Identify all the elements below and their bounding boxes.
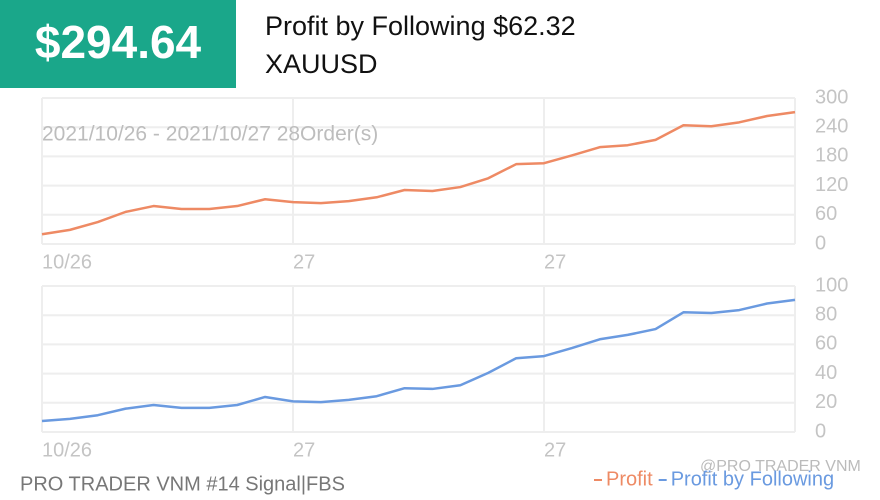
- title: Profit by Following $62.32: [265, 11, 576, 41]
- x-tick-label: 27: [544, 439, 566, 461]
- y-tick-label: 60: [815, 203, 837, 225]
- x-tick-label: 27: [293, 439, 315, 461]
- y-tick-label: 0: [815, 420, 826, 442]
- y-tick-label: 80: [815, 303, 837, 325]
- watermark: @PRO TRADER VNM: [700, 458, 861, 475]
- amount-badge: [0, 0, 236, 88]
- subtitle: 2021/10/26 - 2021/10/27 28Order(s): [42, 123, 378, 146]
- x-tick-label: 27: [293, 251, 315, 273]
- symbol: XAUUSD: [265, 49, 378, 79]
- amount: $294.64: [35, 16, 202, 68]
- y-tick-label: 20: [815, 391, 837, 413]
- y-tick-label: 180: [815, 145, 848, 167]
- x-tick-label: 27: [544, 251, 566, 273]
- y-tick-label: 120: [815, 174, 848, 196]
- legend-label: Profit by Following: [671, 468, 834, 490]
- x-tick-label: 10/26: [42, 439, 92, 461]
- y-tick-label: 60: [815, 333, 837, 355]
- y-tick-label: 0: [815, 232, 826, 254]
- y-tick-label: 300: [815, 86, 848, 108]
- x-tick-label: 10/26: [42, 251, 92, 273]
- legend-label: Profit: [606, 468, 653, 490]
- footer: PRO TRADER VNM #14 Signal|FBS: [20, 473, 345, 495]
- y-tick-label: 240: [815, 115, 848, 137]
- legend: Profit Profit by Following: [594, 468, 834, 490]
- y-tick-label: 40: [815, 362, 837, 384]
- line: [41, 110, 796, 236]
- y-tick-label: 100: [815, 274, 848, 296]
- line: [41, 298, 796, 423]
